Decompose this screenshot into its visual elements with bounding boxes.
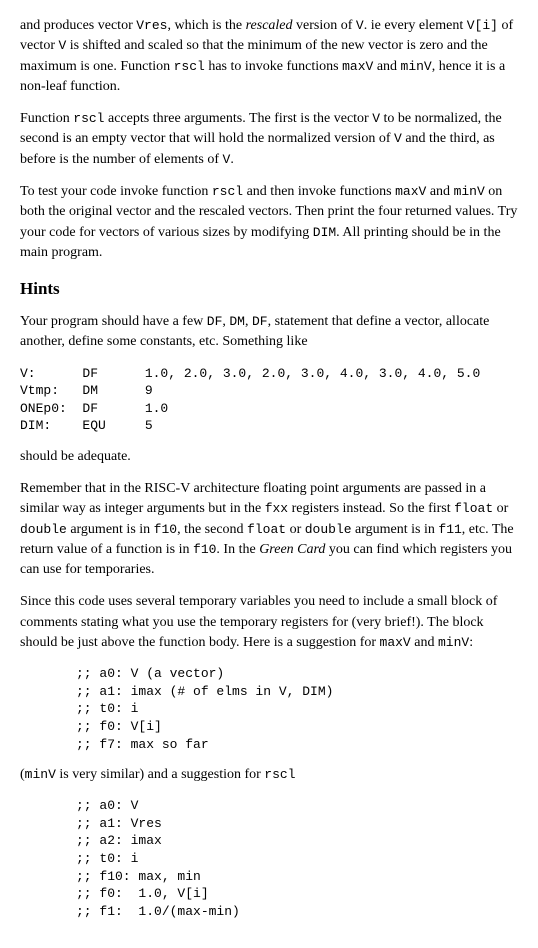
- text: version of: [293, 18, 356, 33]
- text: . ie every element: [364, 18, 467, 33]
- code-rscl: rscl: [73, 111, 104, 126]
- text: or: [286, 522, 305, 537]
- code-minv: minV: [454, 184, 485, 199]
- paragraph-4: Your program should have a few DF, DM, D…: [20, 312, 518, 353]
- text: is very similar) and a suggestion for: [56, 767, 264, 782]
- code-rscl: rscl: [264, 767, 295, 782]
- em-greencard: Green Card: [259, 542, 325, 557]
- code-maxv: maxV: [395, 184, 426, 199]
- text: and then invoke functions: [243, 184, 395, 199]
- paragraph-5: should be adequate.: [20, 447, 518, 467]
- code-float: float: [247, 522, 286, 537]
- code-dm: DM: [229, 314, 245, 329]
- paragraph-2: Function rscl accepts three arguments. T…: [20, 109, 518, 170]
- code-v: V: [394, 131, 402, 146]
- code-f11: f11: [438, 522, 461, 537]
- paragraph-6: Remember that in the RISC-V architecture…: [20, 479, 518, 580]
- text: and: [426, 184, 453, 199]
- code-fxx: fxx: [265, 501, 288, 516]
- text: :: [469, 635, 473, 650]
- code-f10: f10: [154, 522, 177, 537]
- code-maxv: maxV: [380, 635, 411, 650]
- paragraph-7: Since this code uses several temporary v…: [20, 592, 518, 653]
- hints-heading: Hints: [20, 277, 518, 302]
- code-rscl: rscl: [174, 59, 205, 74]
- code-rscl: rscl: [212, 184, 243, 199]
- text: , the second: [177, 522, 247, 537]
- code-f10: f10: [193, 542, 216, 557]
- paragraph-3: To test your code invoke function rscl a…: [20, 182, 518, 263]
- code-v: V: [372, 111, 380, 126]
- code-block-1: V: DF 1.0, 2.0, 3.0, 2.0, 3.0, 4.0, 3.0,…: [20, 365, 518, 435]
- code-block-3: ;; a0: V ;; a1: Vres ;; a2: imax ;; t0: …: [20, 797, 518, 920]
- text: ,: [245, 314, 252, 329]
- code-df: DF: [252, 314, 268, 329]
- text: . In the: [216, 542, 259, 557]
- text: and produces vector: [20, 18, 136, 33]
- code-double: double: [20, 522, 67, 537]
- code-v: V: [356, 18, 364, 33]
- code-float: float: [454, 501, 493, 516]
- text: has to invoke functions: [205, 59, 342, 74]
- code-minv: minV: [401, 59, 432, 74]
- text: To test your code invoke function: [20, 184, 212, 199]
- code-df: DF: [207, 314, 223, 329]
- code-minv: minV: [438, 635, 469, 650]
- text: registers instead. So the first: [288, 501, 454, 516]
- text: argument is in: [352, 522, 439, 537]
- text: Function: [20, 111, 73, 126]
- code-dim: DIM: [313, 225, 336, 240]
- text: , which is the: [167, 18, 245, 33]
- text: accepts three arguments. The first is th…: [105, 111, 373, 126]
- code-block-2: ;; a0: V (a vector) ;; a1: imax (# of el…: [20, 665, 518, 753]
- code-vi: V[i]: [467, 18, 498, 33]
- code-minv: minV: [25, 767, 56, 782]
- code-double: double: [305, 522, 352, 537]
- text: or: [493, 501, 508, 516]
- code-maxv: maxV: [342, 59, 373, 74]
- text: argument is in: [67, 522, 154, 537]
- text: and: [411, 635, 438, 650]
- em-rescaled: rescaled: [246, 18, 293, 33]
- paragraph-1: and produces vector Vres, which is the r…: [20, 16, 518, 97]
- paragraph-8: (minV is very similar) and a suggestion …: [20, 765, 518, 785]
- text: Your program should have a few: [20, 314, 207, 329]
- text: .: [230, 152, 234, 167]
- text: and: [373, 59, 400, 74]
- code-vres: Vres: [136, 18, 167, 33]
